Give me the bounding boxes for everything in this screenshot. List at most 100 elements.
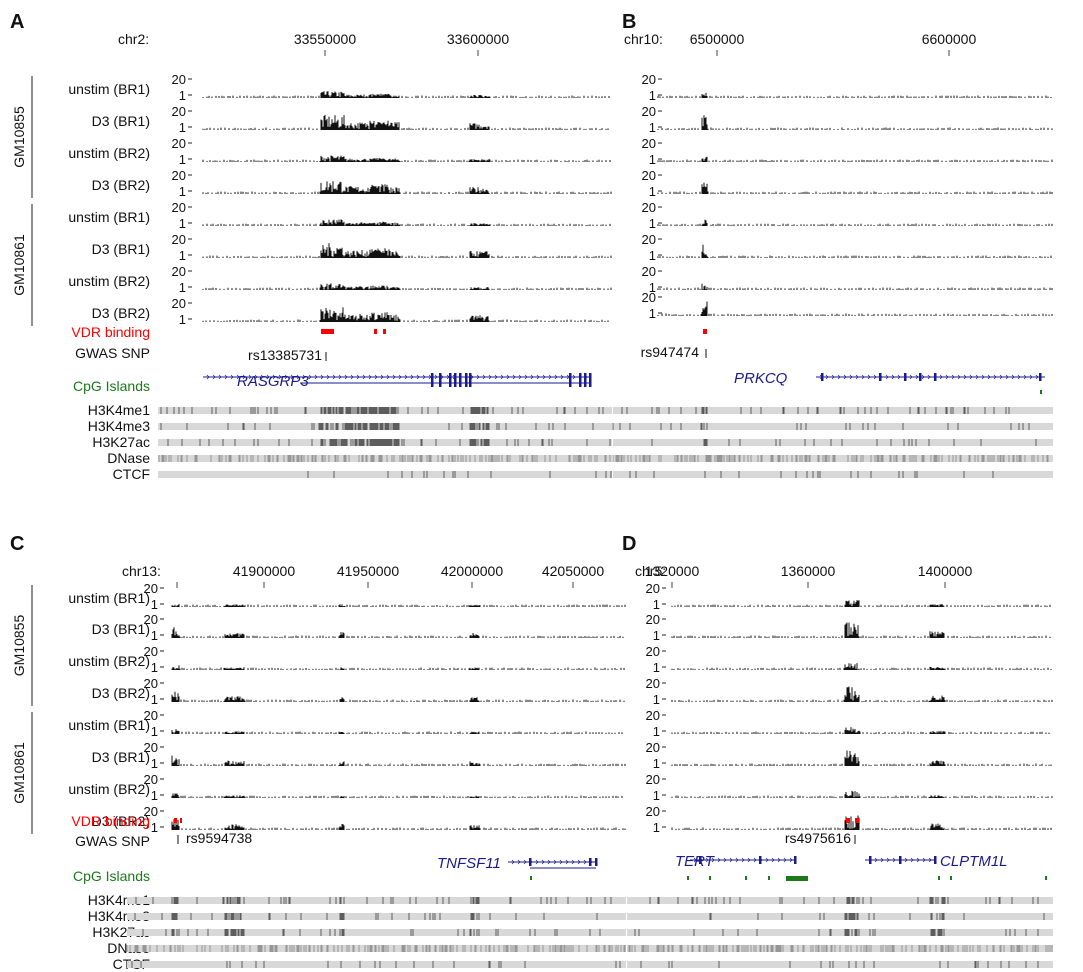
y-tick-label: 20 <box>646 772 660 787</box>
gene-name: PRKCQ <box>734 370 788 387</box>
track-label: unstim (BR1) <box>68 209 150 225</box>
track-label: D3 (BR2) <box>92 305 150 321</box>
coordinate-tick-label: 33600000 <box>447 31 510 47</box>
y-tick-label: 1 <box>649 216 656 231</box>
chromatin-signal <box>126 945 626 952</box>
chromosome-label: chr13: <box>122 563 161 579</box>
gwas-snp-label: GWAS SNP <box>75 345 150 361</box>
track-label: unstim (BR2) <box>68 781 150 797</box>
vdr-binding-mark <box>321 329 334 334</box>
signal-bars <box>202 307 609 322</box>
gene-exon <box>579 379 582 387</box>
signal-track: 201 <box>642 264 1053 295</box>
chromatin-signal <box>160 407 604 414</box>
chromatin-track: H3K27ac <box>92 924 626 940</box>
signal-bars <box>671 600 1051 607</box>
signal-bars <box>671 686 1053 702</box>
chromatin-track <box>613 439 1053 446</box>
gene-name: RASGRP3 <box>237 373 309 390</box>
signal-bars <box>171 691 625 702</box>
track-label: D3 (BR2) <box>92 685 150 701</box>
chromatin-track <box>612 423 1053 430</box>
gwas-snp-id: rs13385731 <box>248 347 322 363</box>
y-tick-label: 20 <box>172 264 186 279</box>
cpg-island-mark <box>950 876 952 880</box>
track-label: unstim (BR1) <box>68 590 150 606</box>
signal-track: 201 <box>646 581 1051 612</box>
track-label: unstim (BR1) <box>68 81 150 97</box>
gene-exon <box>449 373 452 381</box>
signal-bars <box>657 219 1053 226</box>
vdr-binding-label: VDR binding <box>71 813 150 829</box>
signal-bars <box>657 244 1052 258</box>
chromatin-band <box>627 913 1053 920</box>
gene-exon <box>579 373 582 381</box>
gene-exon <box>904 373 907 381</box>
chromatin-track-label: DNase <box>107 450 150 466</box>
y-tick-label: 20 <box>642 290 656 305</box>
vdr-binding-mark <box>180 818 182 823</box>
chromatin-signal <box>142 929 601 936</box>
gene-exon <box>821 373 824 381</box>
y-tick-label: 20 <box>172 104 186 119</box>
gwas-snp-id: rs4975616 <box>785 830 851 846</box>
coordinate-tick-label: 6600000 <box>922 31 977 47</box>
vdr-binding-label: VDR binding <box>71 324 150 340</box>
vdr-binding-mark <box>855 818 859 823</box>
gene-name: CLPTM1L <box>940 853 1008 870</box>
chromatin-track <box>627 929 1053 936</box>
chromatin-track: DNase <box>107 450 612 466</box>
chromatin-track <box>627 897 1053 904</box>
y-tick-label: 1 <box>151 692 158 707</box>
gene-exon <box>469 379 472 387</box>
signal-bars <box>202 155 611 162</box>
chromatin-band <box>627 945 1053 952</box>
gene-exon <box>879 373 882 381</box>
gene-exon <box>934 373 937 381</box>
cell-line-label: GM10855 <box>11 615 27 677</box>
chromosome-label: chr5: <box>635 563 666 579</box>
signal-track: 201 <box>642 232 1052 263</box>
cpg-island-mark <box>709 876 711 880</box>
gene-model: PRKCQ <box>734 370 1045 387</box>
y-tick-label: 1 <box>151 756 158 771</box>
gwas-snp-label: GWAS SNP <box>75 833 150 849</box>
signal-bars <box>202 115 609 130</box>
chromatin-band <box>158 471 612 478</box>
y-tick-label: 20 <box>172 136 186 151</box>
chromosome-label: chr10: <box>624 31 663 47</box>
gene-exon <box>1039 373 1042 381</box>
chromatin-track-label: H3K4me3 <box>88 418 150 434</box>
gwas-snp-id: rs9594738 <box>186 830 252 846</box>
signal-track: 201 <box>642 200 1053 231</box>
gene-exon <box>899 856 902 864</box>
signal-track: 201 D3 (BR2) <box>92 296 609 327</box>
cell-line-label: GM10861 <box>11 742 27 804</box>
y-tick-label: 1 <box>151 788 158 803</box>
signal-track: 201 unstim (BR2) <box>68 136 611 167</box>
chromatin-signal <box>628 945 1053 952</box>
panel-letter: D <box>622 533 636 555</box>
chromatin-band <box>158 455 612 462</box>
gene-exon <box>584 373 587 381</box>
chromatin-band <box>613 439 1053 446</box>
gwas-snp-id: rs947474 <box>641 344 700 360</box>
chromatin-track <box>627 913 1053 920</box>
signal-track: 201 <box>642 136 1053 167</box>
y-tick-label: 1 <box>179 312 186 327</box>
signal-bars <box>202 243 612 258</box>
gene-exon <box>919 373 922 381</box>
gene-exon <box>465 379 468 387</box>
gene-exon <box>589 858 592 866</box>
y-tick-label: 1 <box>649 120 656 135</box>
y-tick-label: 20 <box>172 296 186 311</box>
vdr-binding-mark <box>374 329 377 334</box>
signal-bars <box>171 793 623 798</box>
